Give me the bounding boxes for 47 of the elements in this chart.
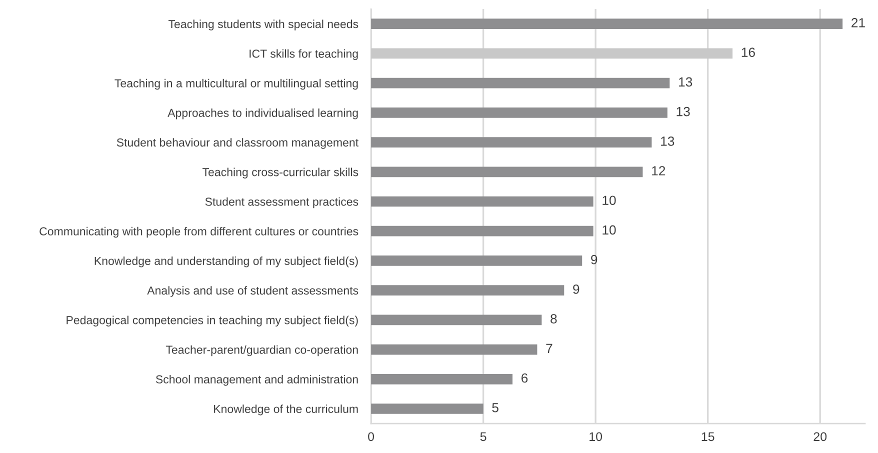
bar	[371, 108, 668, 118]
x-tick-label: 5	[480, 432, 486, 442]
bar	[371, 18, 843, 30]
bar	[371, 166, 643, 178]
y-tick-label: Knowledge and understanding of my subject field(s)	[94, 256, 358, 268]
y-tick-label: ICT skills for teaching	[250, 49, 358, 60]
data-label: 21	[852, 18, 865, 28]
data-label: 5	[492, 403, 498, 412]
data-label: 13	[661, 136, 674, 146]
y-tick-label: Teaching students with special needs	[168, 20, 358, 30]
x-tick-label: 15	[702, 432, 714, 442]
y-tick-label: Student assessment practices	[205, 197, 358, 208]
bar	[371, 48, 733, 59]
bar	[371, 404, 484, 414]
data-label: 10	[602, 225, 616, 235]
y-tick-label: School management and administration	[156, 374, 358, 386]
data-label: 13	[676, 106, 690, 116]
y-tick-label: Approaches to individualised learning	[168, 108, 358, 120]
data-label: 16	[742, 48, 755, 58]
x-tick-label: 0	[368, 432, 374, 442]
data-label: 13	[679, 77, 692, 87]
bar	[371, 344, 538, 355]
y-tick-label: Teaching cross-curricular skills	[202, 168, 358, 178]
y-tick-label: Knowledge of the curriculum	[214, 404, 358, 416]
data-label: 9	[591, 254, 598, 264]
bar	[371, 137, 652, 148]
x-tick-label: 10	[590, 432, 602, 442]
y-tick-label: Analysis and use of student assessments	[147, 286, 358, 297]
data-label: 6	[522, 373, 528, 383]
y-tick-label: Student behaviour and classroom management	[116, 138, 358, 149]
x-tick-label: 20	[814, 432, 827, 442]
y-tick-label: Communicating with people from different cultures or countries	[40, 226, 358, 238]
data-label: 8	[550, 314, 557, 324]
bar	[371, 374, 512, 384]
bar	[371, 314, 542, 326]
y-tick-label: Teacher-parent/guardian co-operation	[166, 345, 358, 356]
y-tick-label: Teaching in a multicultural or multilingual setting	[114, 78, 358, 90]
data-label: 10	[602, 196, 616, 206]
bar	[371, 196, 594, 207]
bar	[371, 256, 582, 266]
bar	[371, 226, 594, 236]
data-label: 7	[546, 344, 552, 353]
data-label: 12	[652, 166, 666, 176]
data-label: 9	[573, 284, 580, 294]
y-tick-label: Pedagogical competencies in teaching my subject field(s)	[66, 316, 358, 326]
bar	[371, 78, 670, 88]
bar	[371, 285, 564, 296]
